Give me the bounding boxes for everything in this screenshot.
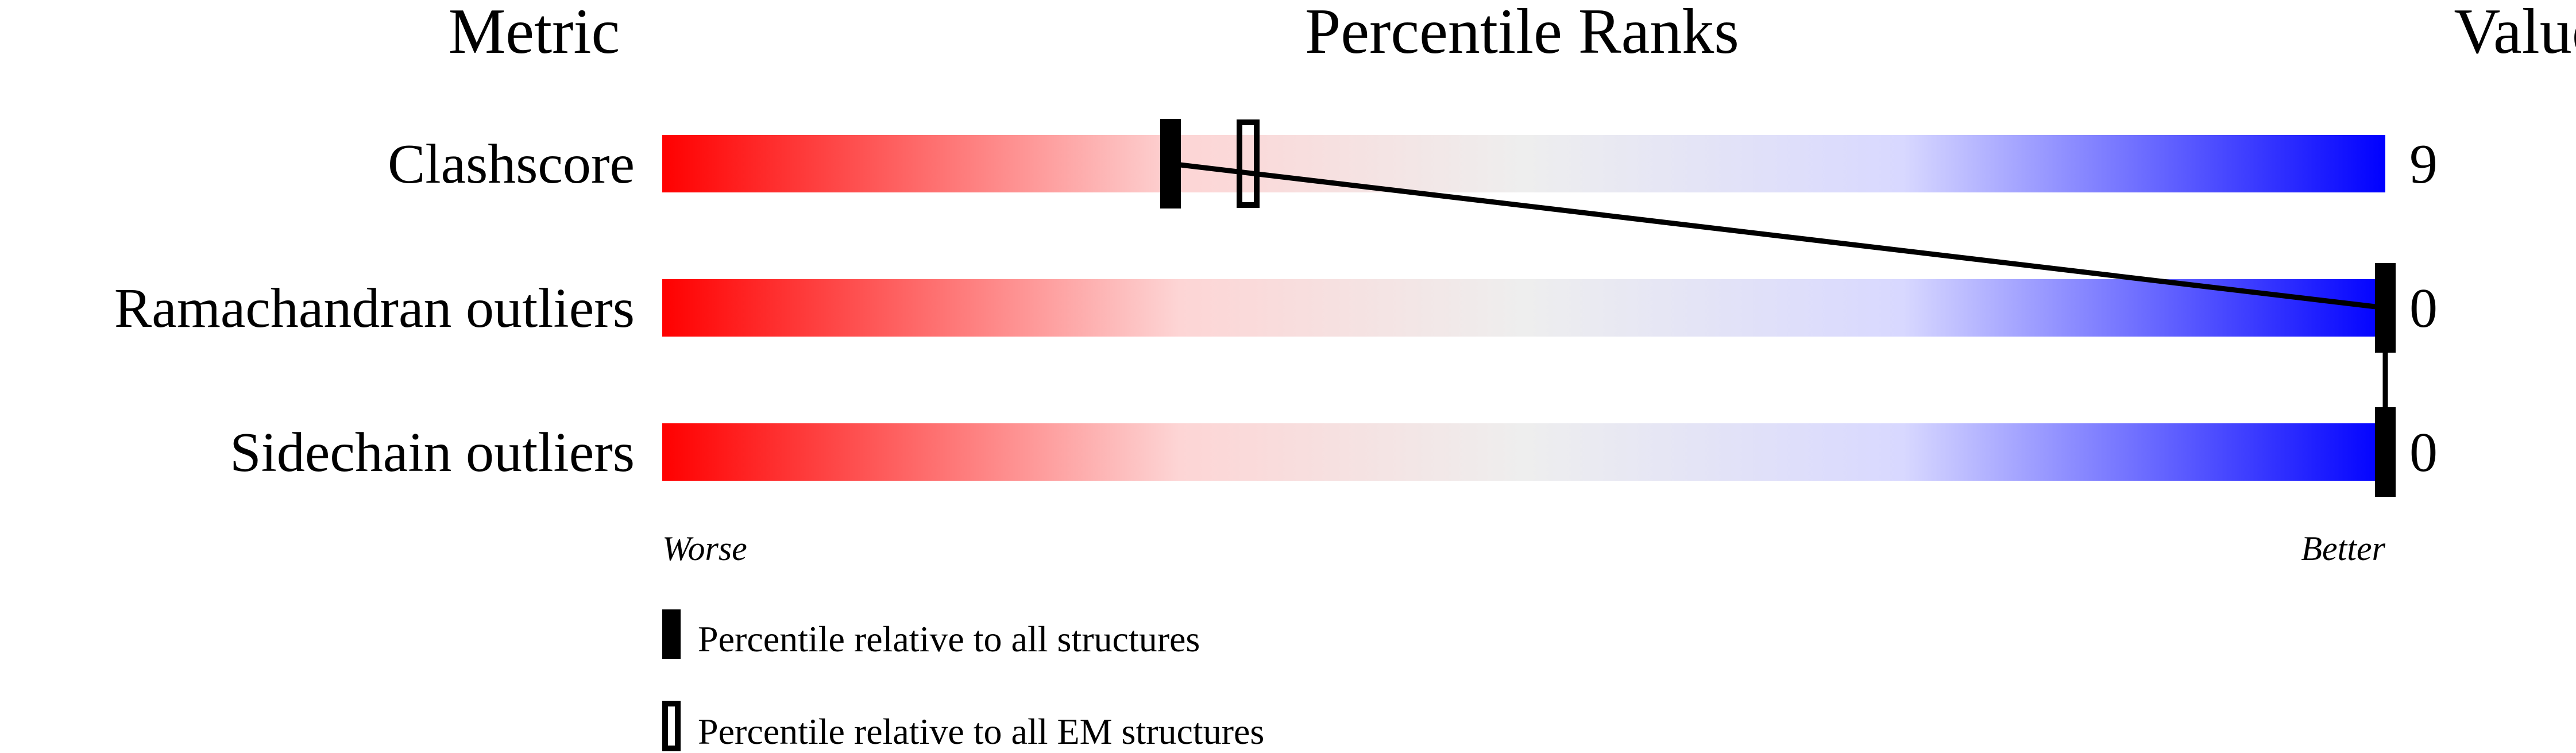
metric-value: 9 xyxy=(2409,133,2438,195)
better-label: Better xyxy=(2301,530,2385,567)
header-metric: Metric xyxy=(449,0,620,67)
metric-label: Clashscore xyxy=(388,133,635,195)
metric-value: 0 xyxy=(2409,422,2438,484)
all-percentile-marker xyxy=(1160,119,1181,208)
gradient-bar xyxy=(662,135,2385,192)
all-percentile-marker xyxy=(2375,263,2396,353)
gradient-bar xyxy=(662,279,2385,337)
metric-label: Sidechain outliers xyxy=(230,422,635,484)
em-percentile-marker xyxy=(1237,119,1260,208)
metric-label: Ramachandran outliers xyxy=(114,277,635,339)
legend-filled-marker xyxy=(662,609,681,659)
header-percentile-ranks: Percentile Ranks xyxy=(1305,0,1739,67)
metric-value: 0 xyxy=(2409,277,2438,339)
all-percentile-marker xyxy=(2375,407,2396,497)
header-value: Value xyxy=(2454,0,2576,67)
legend-open-marker xyxy=(662,701,681,751)
legend-all-structures: Percentile relative to all structures xyxy=(698,619,1200,659)
gradient-bar xyxy=(662,423,2385,481)
legend-em-structures: Percentile relative to all EM structures xyxy=(698,711,1264,752)
worse-label: Worse xyxy=(662,530,747,567)
